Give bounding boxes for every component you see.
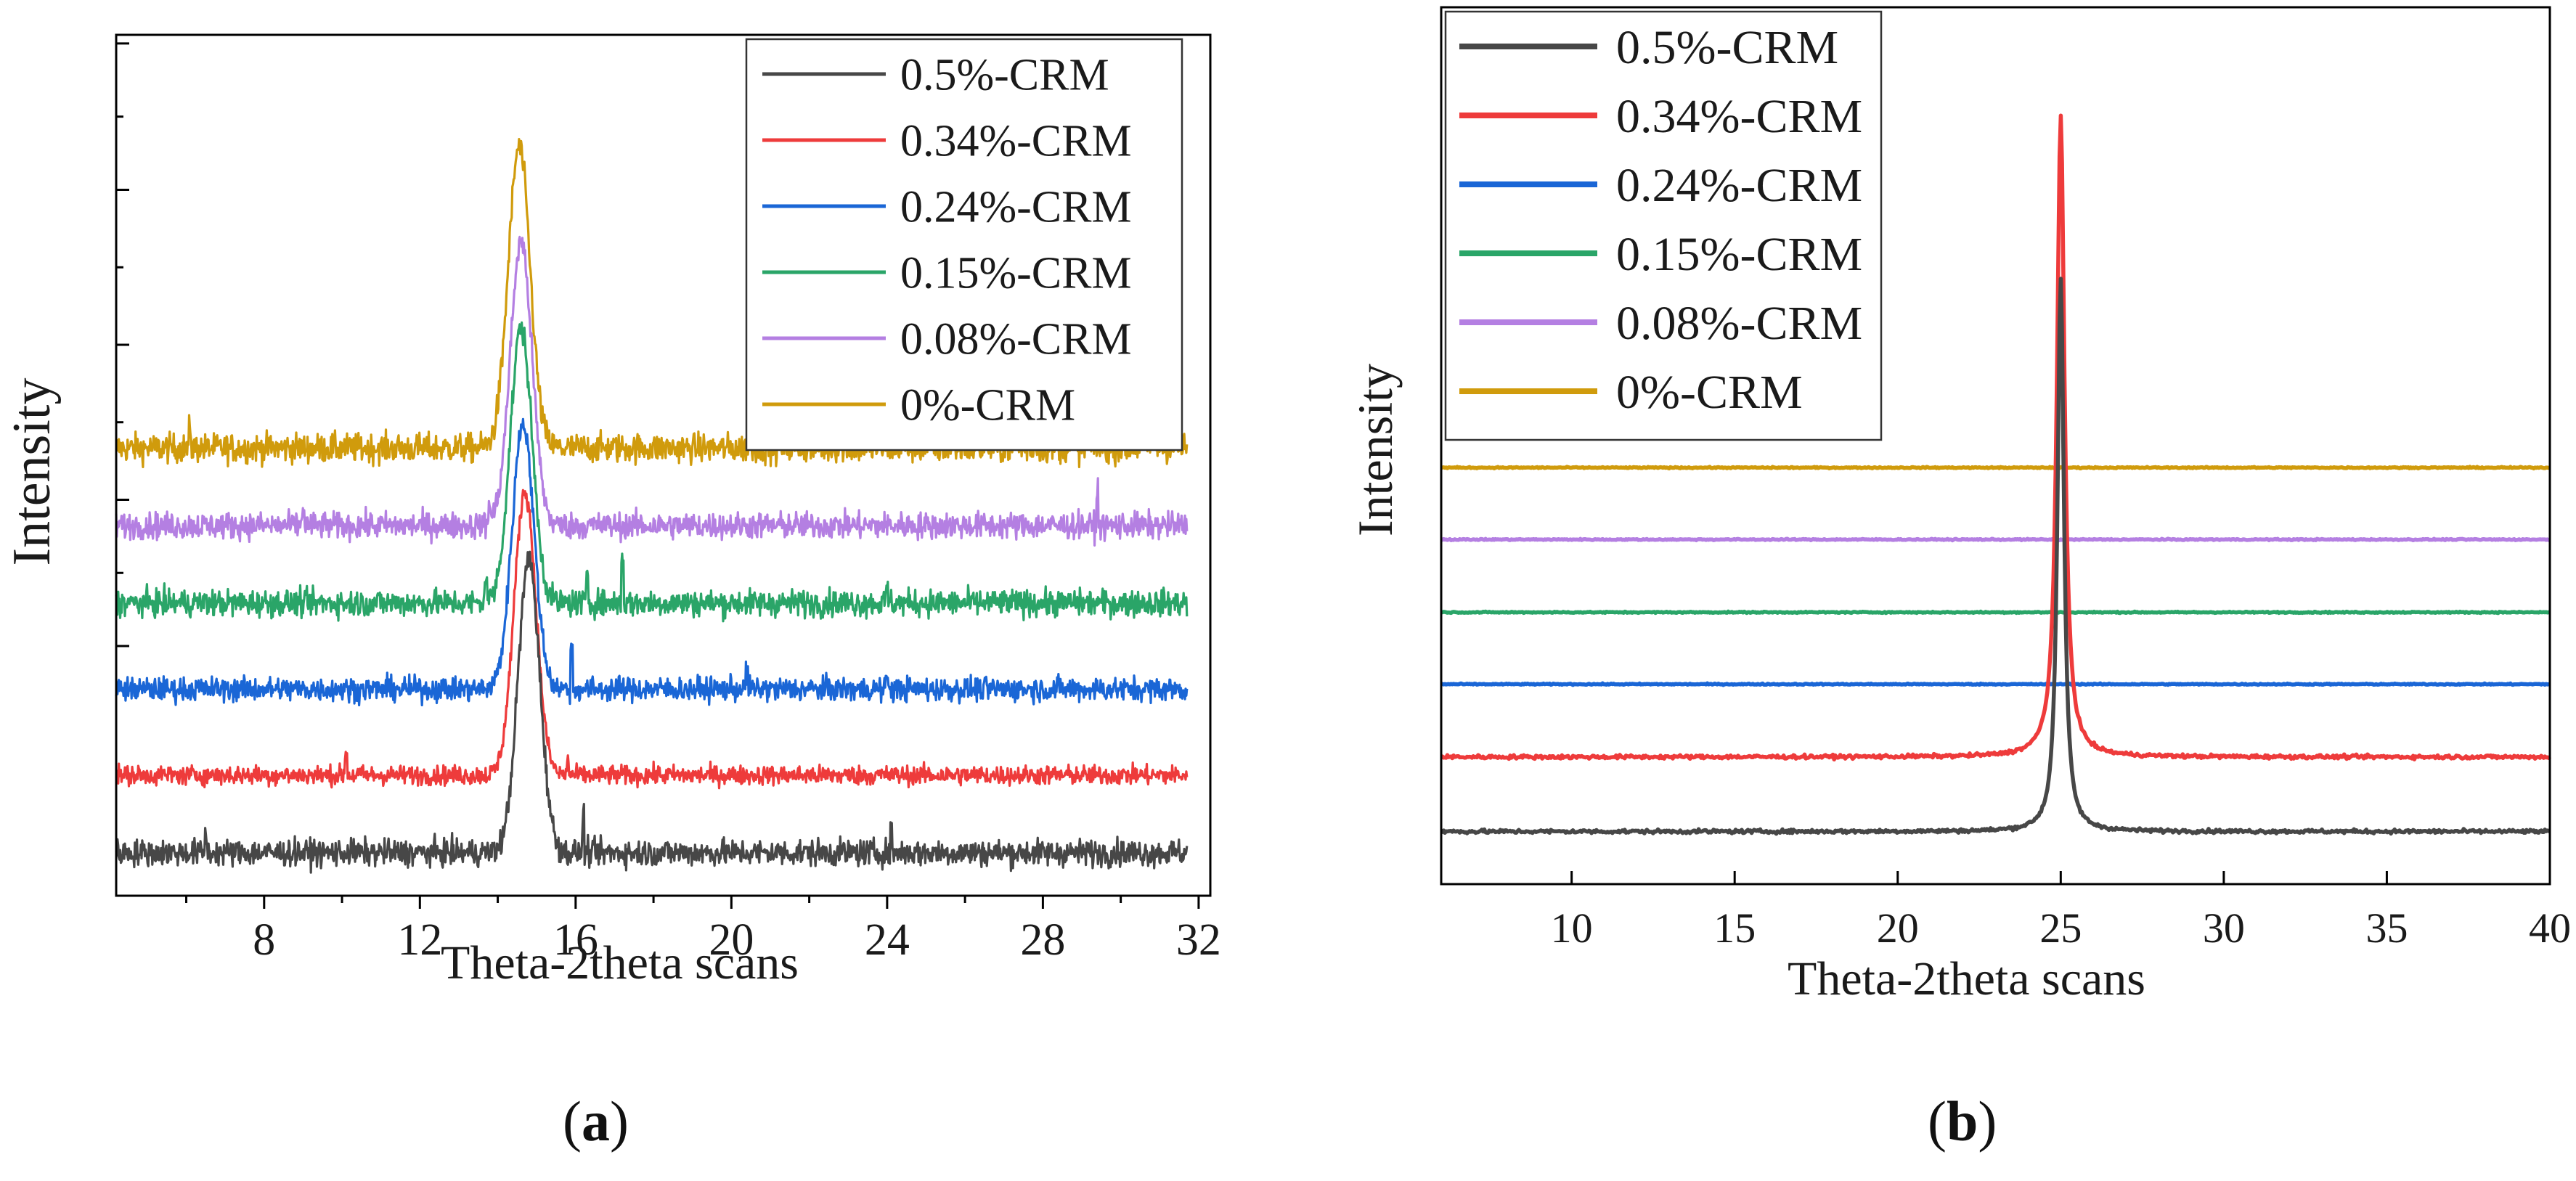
x-axis-label: Theta-2theta scans — [1788, 952, 2145, 1005]
legend-label: 0.5%-CRM — [900, 51, 1109, 100]
series-line-0.15%-CRM — [115, 321, 1189, 623]
legend-label: 0.5%-CRM — [1616, 21, 1838, 74]
legend-box — [745, 38, 1183, 451]
x-tick-label: 25 — [2039, 904, 2082, 952]
chart-panel-b: 10 15 20 25 30 35 40 Theta-2theta scans Intensit… — [1348, 6, 2571, 1005]
x-tick-label: 28 — [1020, 915, 1065, 965]
y-axis-label: Intensity — [2, 378, 62, 566]
series-line-0.24%-CRM — [115, 417, 1189, 707]
legend-label: 0.15%-CRM — [900, 249, 1132, 298]
legend-label: 0.24%-CRM — [900, 183, 1132, 232]
x-tick-label: 10 — [1551, 904, 1593, 952]
y-axis-label: Intensity — [1348, 364, 1403, 536]
series-line-0.15%-CRM — [1440, 609, 2551, 616]
x-tick-label: 12 — [397, 915, 442, 965]
panel-label-b: (b) — [1928, 1089, 1997, 1154]
legend-label: 0.08%-CRM — [1616, 297, 1862, 350]
legend: 0.5%-CRM 0.34%-CRM 0.24%-CRM 0.15%-CRM 0.08%… — [1444, 10, 1883, 441]
panel-label-a: (a) — [563, 1089, 629, 1154]
panel-label-b-open: ( — [1928, 1090, 1947, 1153]
series-line-0.08%-CRM — [115, 235, 1189, 547]
plot-frame — [115, 33, 1212, 897]
series-line-0.5%-CRM — [1440, 277, 2551, 836]
series-line-0.34%-CRM — [115, 489, 1189, 790]
series-line-0.24%-CRM — [1440, 681, 2551, 687]
legend-label: 0.24%-CRM — [1616, 159, 1862, 212]
chart-panel-a: 8 12 16 20 24 28 32 Theta-2theta scans Intensity… — [2, 33, 1221, 989]
x-axis-label: Theta-2theta scans — [441, 936, 799, 989]
x-tick-label: 40 — [2529, 904, 2571, 952]
legend-label: 0.34%-CRM — [900, 117, 1132, 166]
panel-label-a-letter: a — [581, 1090, 610, 1153]
x-tick-label: 16 — [553, 915, 598, 965]
x-tick-label: 24 — [865, 915, 910, 965]
legend-label: 0.08%-CRM — [900, 315, 1132, 364]
legend-label: 0%-CRM — [1616, 366, 1803, 419]
panel-label-a-close: ) — [609, 1090, 629, 1153]
series-line-0%-CRM — [115, 138, 1189, 468]
legend: 0.5%-CRM 0.34%-CRM 0.24%-CRM 0.15%-CRM 0.08%… — [745, 38, 1183, 451]
x-tick-label: 20 — [709, 915, 754, 965]
legend-label: 0.15%-CRM — [1616, 228, 1862, 281]
panel-label-b-close: ) — [1978, 1090, 1997, 1153]
plot-series-group — [115, 138, 1189, 874]
x-tick-label: 32 — [1176, 915, 1221, 965]
panel-label-a-open: ( — [563, 1090, 582, 1153]
series-line-0.08%-CRM — [1440, 536, 2551, 543]
series-line-0.34%-CRM — [1440, 113, 2552, 762]
plot-frame — [1440, 6, 2551, 886]
legend-box — [1444, 10, 1883, 441]
legend-label: 0.34%-CRM — [1616, 90, 1862, 143]
x-tick-label: 30 — [2203, 904, 2245, 952]
legend-label: 0%-CRM — [900, 381, 1075, 430]
series-line-0%-CRM — [1440, 465, 2551, 471]
x-tick-label: 35 — [2365, 904, 2408, 952]
plot-series-group — [1440, 113, 2552, 836]
panel-label-b-letter: b — [1946, 1090, 1978, 1153]
x-tick-label: 8 — [253, 915, 275, 965]
series-line-0.5%-CRM — [115, 550, 1189, 874]
x-tick-label: 15 — [1713, 904, 1756, 952]
x-tick-label: 20 — [1877, 904, 1919, 952]
